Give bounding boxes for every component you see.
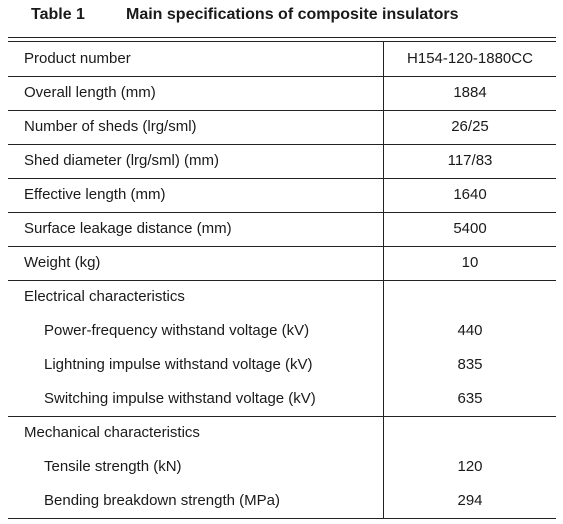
row-label: Weight (kg): [24, 254, 101, 271]
row-value: H154-120-1880CC: [407, 50, 533, 67]
group-label: Electrical characteristics: [24, 288, 185, 305]
row-label: Tensile strength (kN): [44, 458, 182, 475]
group-label: Mechanical characteristics: [24, 424, 200, 441]
row-value: 440: [457, 322, 483, 339]
row-value: 26/25: [451, 118, 489, 135]
top-rule: [8, 41, 556, 42]
row-label: Product number: [24, 50, 131, 67]
row-label: Surface leakage distance (mm): [24, 220, 232, 237]
row-value: 1640: [453, 186, 487, 203]
row-rule: [8, 280, 556, 281]
row-value: 117/83: [447, 152, 493, 169]
row-label: Effective length (mm): [24, 186, 166, 203]
row-label: Overall length (mm): [24, 84, 156, 101]
row-label: Shed diameter (lrg/sml) (mm): [24, 152, 220, 169]
table-number: Table 1: [31, 6, 85, 23]
row-value: 294: [457, 492, 483, 509]
row-rule: [8, 518, 556, 519]
row-value: 5400: [453, 220, 487, 237]
row-value: 120: [457, 458, 483, 475]
row-value: 1884: [453, 84, 487, 101]
row-label: Lightning impulse withstand voltage (kV): [44, 356, 313, 373]
row-rule: [8, 76, 556, 77]
row-rule: [8, 178, 556, 179]
row-label: Number of sheds (lrg/sml): [24, 118, 197, 135]
row-value: 635: [457, 390, 483, 407]
row-rule: [8, 144, 556, 145]
row-rule: [8, 212, 556, 213]
row-rule: [8, 416, 556, 417]
row-label: Bending breakdown strength (MPa): [44, 492, 280, 509]
row-label: Switching impulse withstand voltage (kV): [44, 390, 316, 407]
top-rule: [8, 37, 556, 38]
row-label: Power-frequency withstand voltage (kV): [44, 322, 310, 339]
table-title: Main specifications of composite insulat…: [126, 6, 459, 23]
row-value: 835: [457, 356, 483, 373]
row-value: 10: [461, 254, 479, 271]
row-rule: [8, 110, 556, 111]
column-rule: [383, 41, 384, 518]
row-rule: [8, 246, 556, 247]
